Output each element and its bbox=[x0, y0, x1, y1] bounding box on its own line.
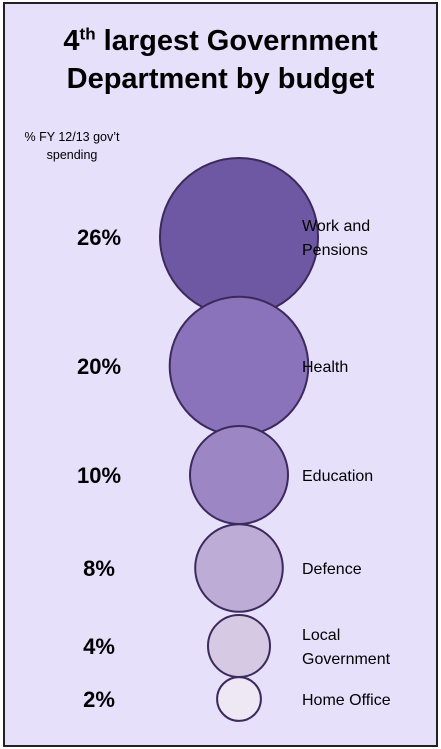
bubble-education bbox=[189, 425, 289, 525]
category-label-local-government: Local Government bbox=[302, 627, 391, 668]
category-label-line: Local bbox=[302, 627, 340, 644]
category-label-work-and-pensions: Work and Pensions bbox=[302, 218, 370, 259]
category-label-home-office: Home Office bbox=[302, 692, 391, 709]
value-label-health: 20% bbox=[77, 354, 121, 379]
title-main: largest Government bbox=[95, 25, 378, 57]
title-prefix: 4 bbox=[63, 25, 80, 57]
category-label-education: Education bbox=[302, 468, 373, 485]
bubble-work-and-pensions bbox=[159, 157, 319, 317]
subtitle-line-1: % FY 12/13 gov’t bbox=[24, 130, 120, 144]
value-label-work-and-pensions: 26% bbox=[77, 225, 121, 250]
chart-subtitle: % FY 12/13 gov’t spending bbox=[12, 128, 132, 164]
bubble-health bbox=[168, 295, 310, 437]
category-label-line: Defence bbox=[302, 561, 362, 578]
category-label-line: Health bbox=[302, 359, 348, 376]
title-superscript: th bbox=[79, 24, 96, 44]
category-label-line: Government bbox=[302, 651, 391, 668]
category-label-line: Work and bbox=[302, 218, 370, 235]
value-label-education: 10% bbox=[77, 463, 121, 488]
bubble-defence bbox=[194, 523, 284, 613]
value-label-home-office: 2% bbox=[83, 687, 115, 712]
category-label-health: Health bbox=[302, 359, 348, 376]
subtitle-line-2: spending bbox=[46, 148, 98, 162]
category-label-line: Pensions bbox=[302, 242, 368, 259]
chart-title: 4th largest Government Department by bud… bbox=[0, 22, 441, 98]
bubble-local-government bbox=[207, 614, 271, 678]
title-line2: Department by budget bbox=[66, 63, 375, 95]
category-label-defence: Defence bbox=[302, 561, 362, 578]
value-label-defence: 8% bbox=[83, 556, 115, 581]
category-label-line: Home Office bbox=[302, 692, 391, 709]
bubble-home-office bbox=[216, 676, 262, 722]
category-label-line: Education bbox=[302, 468, 373, 485]
value-label-local-government: 4% bbox=[83, 634, 115, 659]
